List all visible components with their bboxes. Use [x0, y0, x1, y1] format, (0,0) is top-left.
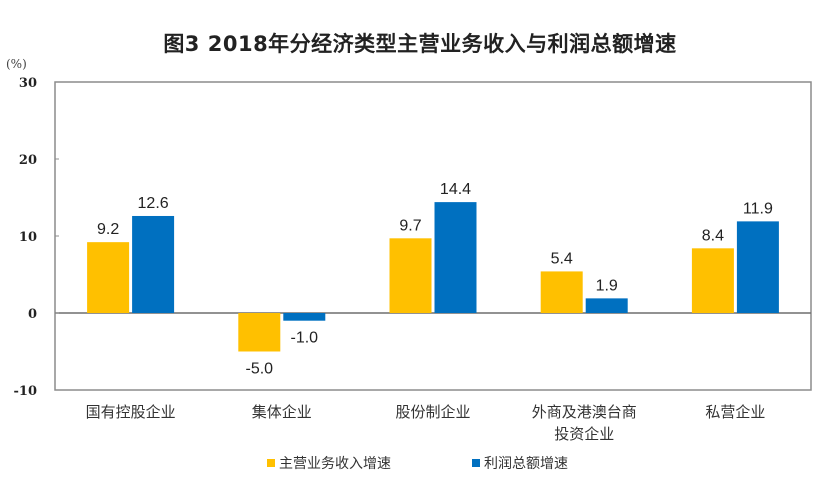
x-category-label: 私营企业	[705, 403, 765, 421]
legend: 主营业务收入增速 利润总额增速	[267, 456, 568, 472]
bar-revenue	[389, 238, 432, 313]
labels: 9.2 12.6 国有控股企业 -5.0 -1.0 集体企业 9.7 14.4 股份制企业 5.4…	[86, 181, 773, 443]
y-axis-unit: (%)	[6, 57, 27, 71]
x-category-label: 集体企业	[252, 403, 312, 421]
y-tick-label: 20	[19, 153, 37, 168]
data-label: 9.7	[399, 217, 421, 234]
x-category-label: 股份制企业	[395, 403, 470, 421]
bar-profit	[585, 298, 628, 313]
bar-revenue	[238, 313, 281, 352]
chart-title: 图3 2018年分经济类型主营业务收入与利润总额增速	[163, 32, 677, 56]
x-category-label: 国有控股企业	[86, 403, 176, 421]
bar-revenue	[691, 248, 734, 313]
data-label: 8.4	[702, 227, 724, 244]
data-label: 14.4	[440, 181, 471, 198]
data-label: 1.9	[596, 277, 618, 294]
bar-profit	[736, 221, 779, 313]
bar-profit	[283, 313, 326, 321]
data-label: 12.6	[138, 195, 169, 212]
legend-swatch	[472, 459, 480, 467]
data-label: 11.9	[743, 200, 773, 217]
legend-swatch	[267, 459, 275, 467]
y-tick-label: 30	[19, 76, 37, 91]
legend-label: 利润总额增速	[484, 456, 568, 472]
legend-label: 主营业务收入增速	[279, 456, 391, 472]
bars	[87, 202, 779, 352]
bar-revenue	[540, 271, 583, 313]
y-tick-label: -10	[14, 384, 38, 399]
y-tick-label: 0	[28, 307, 37, 322]
bar-revenue	[87, 242, 130, 313]
axes: 30 20 10 0 -10 (%)	[6, 57, 812, 399]
data-label: -1.0	[291, 330, 319, 347]
y-tick-label: 10	[19, 230, 37, 245]
x-category-label: 外商及港澳台商	[532, 403, 637, 421]
data-label: -5.0	[246, 361, 274, 378]
data-label: 5.4	[551, 250, 573, 267]
x-category-label: 投资企业	[554, 425, 614, 443]
data-label: 9.2	[97, 221, 119, 238]
bar-profit	[434, 202, 477, 313]
bar-profit	[132, 215, 175, 313]
